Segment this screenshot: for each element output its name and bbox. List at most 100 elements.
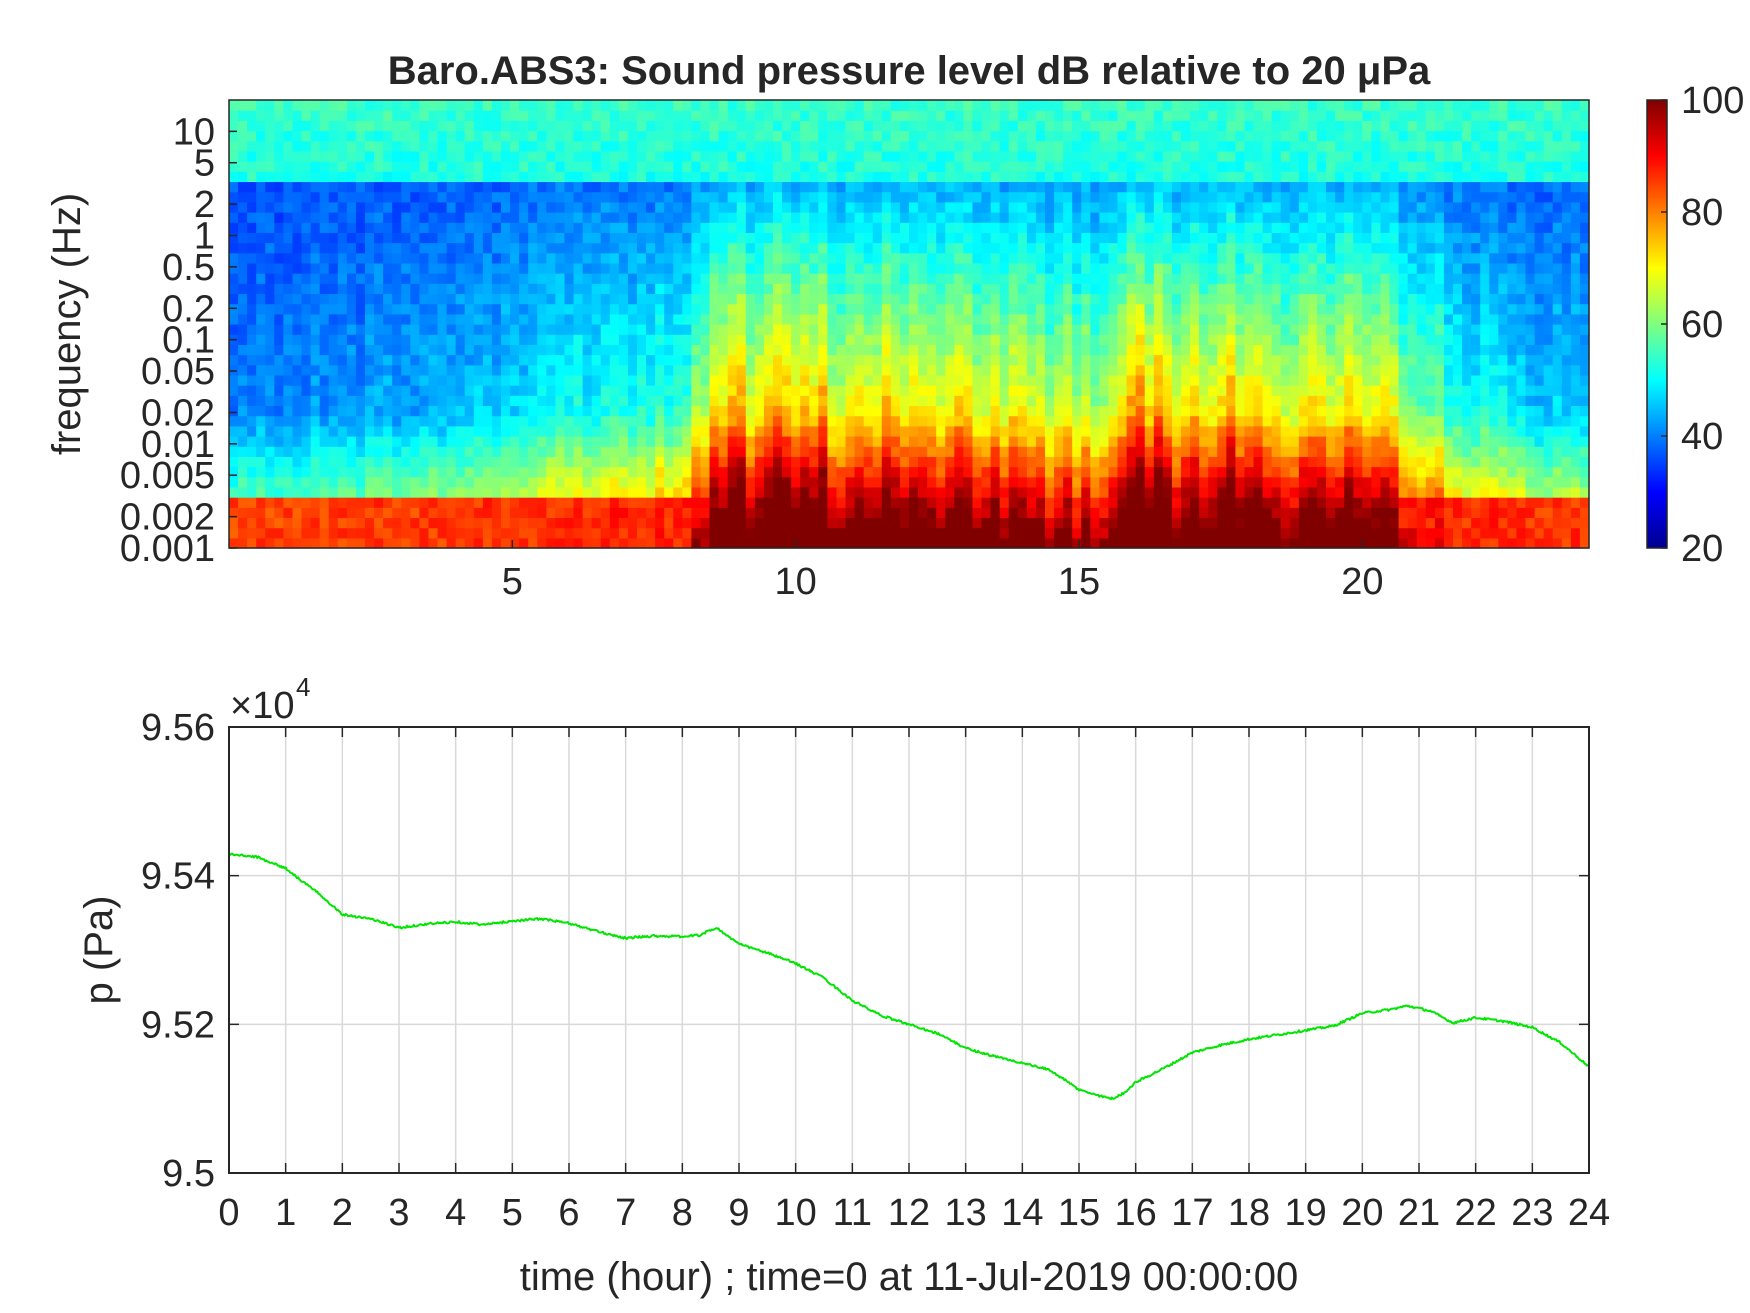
heatmap-cell <box>1099 232 1110 244</box>
heatmap-cell <box>763 150 774 162</box>
heatmap-cell <box>691 150 702 162</box>
heatmap-cell <box>691 537 702 549</box>
heatmap-cell <box>1081 334 1091 345</box>
heatmap-cell <box>782 100 792 111</box>
heatmap-cell <box>501 476 511 488</box>
heatmap-cell <box>1253 354 1264 366</box>
heatmap-cell <box>827 313 838 325</box>
heatmap-cell <box>745 344 756 356</box>
heatmap-cell <box>1081 537 1091 549</box>
heatmap-cell <box>745 293 756 305</box>
heatmap-cell <box>745 313 756 325</box>
heatmap-cell <box>809 191 819 203</box>
heatmap-cell <box>1117 497 1128 508</box>
heatmap-cell <box>1144 283 1155 295</box>
heatmap-cell <box>537 436 547 447</box>
heatmap-cell <box>1244 415 1255 427</box>
heatmap-cell <box>1072 171 1082 183</box>
heatmap-cell <box>546 130 556 142</box>
heatmap-cell <box>564 110 575 121</box>
heatmap-cell <box>700 242 711 254</box>
heatmap-cell <box>918 334 928 345</box>
heatmap-cell <box>1226 283 1236 295</box>
heatmap-cell <box>365 395 375 407</box>
heatmap-cell <box>863 222 874 233</box>
heatmap-cell <box>1017 171 1028 183</box>
heatmap-cell <box>763 527 774 539</box>
heatmap-cell <box>319 415 330 427</box>
heatmap-cell <box>501 293 511 305</box>
heatmap-cell <box>709 110 720 121</box>
heatmap-cell <box>1208 313 1218 325</box>
heatmap-cell <box>392 497 402 508</box>
heatmap-cell <box>972 517 983 529</box>
heatmap-cell <box>374 425 384 437</box>
heatmap-cell <box>464 436 475 447</box>
heatmap-cell <box>337 476 348 488</box>
heatmap-cell <box>319 201 330 213</box>
heatmap-cell <box>682 385 692 396</box>
heatmap-cell <box>1171 476 1182 488</box>
heatmap-cell <box>609 171 620 183</box>
heatmap-cell <box>836 374 847 386</box>
heatmap-cell <box>582 446 593 457</box>
heatmap-cell <box>355 497 366 508</box>
heatmap-cell <box>791 100 801 111</box>
heatmap-cell <box>365 140 375 152</box>
heatmap-cell <box>709 222 720 233</box>
heatmap-cell <box>782 446 792 457</box>
heatmap-cell <box>229 273 239 284</box>
heatmap-cell <box>773 262 783 274</box>
heatmap-cell <box>1144 446 1155 457</box>
heatmap-cell <box>990 456 1001 468</box>
heatmap-cell <box>927 466 937 478</box>
heatmap-cell <box>328 212 339 223</box>
heatmap-cell <box>945 201 955 213</box>
heatmap-cell <box>428 262 439 274</box>
heatmap-cell <box>564 395 575 407</box>
heatmap-cell <box>872 476 883 488</box>
heatmap-cell <box>763 354 774 366</box>
heatmap-cell <box>782 334 792 345</box>
heatmap-cell <box>573 201 584 213</box>
heatmap-cell <box>301 242 312 254</box>
heatmap-cell <box>881 110 892 121</box>
heatmap-cell <box>845 354 856 366</box>
heatmap-cell <box>618 293 629 305</box>
heatmap-cell <box>446 527 457 539</box>
heatmap-cell <box>437 364 448 376</box>
heatmap-cell <box>256 334 266 345</box>
heatmap-cell <box>1090 181 1100 193</box>
heatmap-cell <box>1026 354 1037 366</box>
heatmap-cell <box>419 110 430 121</box>
heatmap-cell <box>555 324 566 335</box>
heatmap-cell <box>229 201 239 213</box>
heatmap-cell <box>809 232 819 244</box>
heatmap-cell <box>1171 293 1182 305</box>
heatmap-cell <box>782 344 792 356</box>
heatmap-cell <box>491 110 502 121</box>
heatmap-cell <box>1008 110 1019 121</box>
heatmap-cell <box>519 150 529 162</box>
heatmap-cell <box>1253 334 1264 345</box>
heatmap-cell <box>618 171 629 183</box>
heatmap-cell <box>618 517 629 529</box>
heatmap-cell <box>1081 497 1091 508</box>
heatmap-cell <box>328 497 339 508</box>
heatmap-cell <box>682 537 692 549</box>
heatmap-cell <box>954 252 964 264</box>
heatmap-cell <box>990 120 1001 132</box>
heatmap-cell <box>1008 232 1019 244</box>
heatmap-cell <box>1117 354 1128 366</box>
heatmap-cell <box>854 212 865 223</box>
heatmap-cell <box>881 354 892 366</box>
heatmap-cell <box>1126 303 1137 315</box>
heatmap-cell <box>1035 212 1046 223</box>
heatmap-cell <box>310 140 321 152</box>
heatmap-cell <box>609 232 620 244</box>
heatmap-cell <box>718 100 729 111</box>
heatmap-cell <box>1235 283 1246 295</box>
heatmap-cell <box>410 161 420 172</box>
heatmap-cell <box>310 446 321 457</box>
heatmap-cell <box>646 100 656 111</box>
